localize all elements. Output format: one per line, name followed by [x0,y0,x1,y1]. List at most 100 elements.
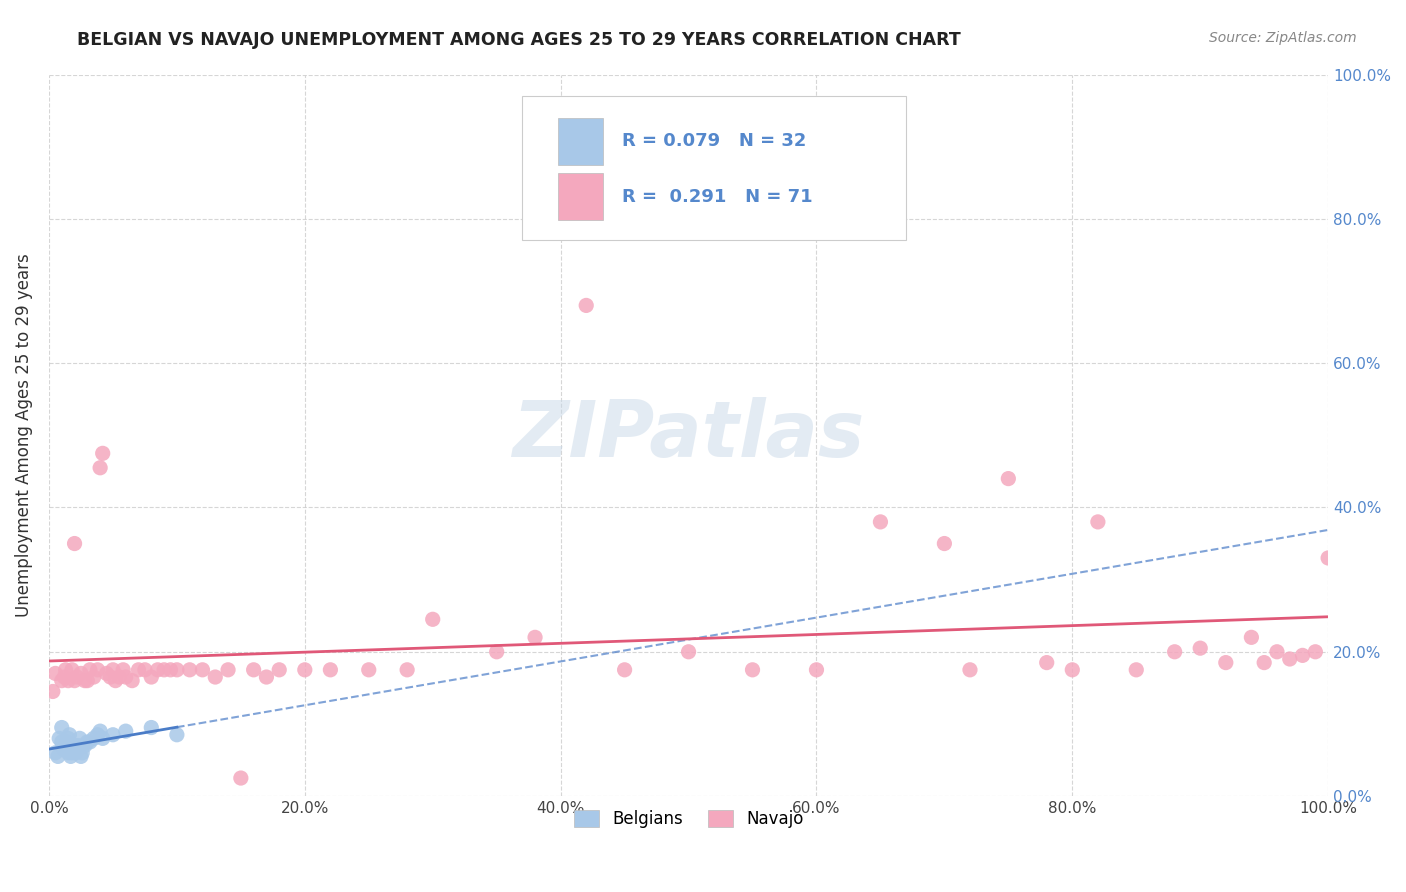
Point [217,663,239,677]
Point [42,684,65,698]
Point [67,739,90,753]
Point [59,749,82,764]
Point [121,673,143,688]
Point [242,663,264,677]
Point [79,663,101,677]
Point [86,663,108,677]
Point [141,670,163,684]
Point [76,673,98,688]
Point [204,670,226,684]
Point [869,515,891,529]
Point [83,731,105,746]
Point [141,721,163,735]
Text: R = 0.079   N = 32: R = 0.079 N = 32 [621,132,807,150]
Point [959,663,981,677]
Point [62,742,84,756]
Point [70,749,93,764]
Point [997,472,1019,486]
Point [56,731,79,746]
Point [1035,656,1057,670]
FancyBboxPatch shape [558,173,603,220]
Point [128,663,150,677]
Point [1189,641,1212,656]
Point [114,670,136,684]
Point [96,666,118,681]
Point [191,663,214,677]
Point [575,298,598,312]
FancyBboxPatch shape [522,96,905,241]
Point [422,612,444,626]
Point [1125,663,1147,677]
Point [79,735,101,749]
Point [60,746,83,760]
Point [65,746,87,760]
Point [44,746,66,760]
Point [101,728,124,742]
Point [357,663,380,677]
Point [100,670,122,684]
Point [146,663,169,677]
Point [1278,652,1301,666]
Point [319,663,342,677]
Point [1062,663,1084,677]
Point [73,673,96,688]
Point [153,663,176,677]
Point [269,663,291,677]
Point [91,731,114,746]
Point [53,670,76,684]
Text: Source: ZipAtlas.com: Source: ZipAtlas.com [1209,31,1357,45]
Point [86,728,108,742]
Point [1291,648,1313,663]
Point [51,735,73,749]
Point [69,731,91,746]
Point [51,673,73,688]
Point [1253,656,1275,670]
Point [55,739,77,753]
Point [101,663,124,677]
Point [46,749,69,764]
Point [63,536,86,550]
Point [166,728,188,742]
Point [934,536,956,550]
Point [66,742,89,756]
Point [166,663,188,677]
Point [63,739,86,753]
Point [51,721,73,735]
Point [66,670,89,684]
Y-axis label: Unemployment Among Ages 25 to 29 years: Unemployment Among Ages 25 to 29 years [15,253,32,617]
Point [58,728,80,742]
Point [91,446,114,460]
Point [254,670,277,684]
Point [76,735,98,749]
Point [55,663,77,677]
Point [134,663,156,677]
Point [396,663,419,677]
Point [44,666,66,681]
Point [1240,631,1263,645]
Point [1317,551,1340,566]
Point [485,645,508,659]
Point [89,724,111,739]
Point [294,663,316,677]
Text: BELGIAN VS NAVAJO UNEMPLOYMENT AMONG AGES 25 TO 29 YEARS CORRELATION CHART: BELGIAN VS NAVAJO UNEMPLOYMENT AMONG AGE… [77,31,962,49]
Point [53,742,76,756]
Point [56,735,79,749]
FancyBboxPatch shape [558,118,603,165]
Point [89,460,111,475]
Point [1265,645,1288,659]
Point [741,663,763,677]
Point [1215,656,1237,670]
Point [70,666,93,681]
Point [1305,645,1327,659]
Point [73,739,96,753]
Point [613,663,636,677]
Point [60,663,83,677]
Point [70,746,93,760]
Point [524,631,547,645]
Point [159,663,181,677]
Point [806,663,828,677]
Point [179,663,201,677]
Point [112,663,135,677]
Point [56,673,79,688]
Point [678,645,700,659]
